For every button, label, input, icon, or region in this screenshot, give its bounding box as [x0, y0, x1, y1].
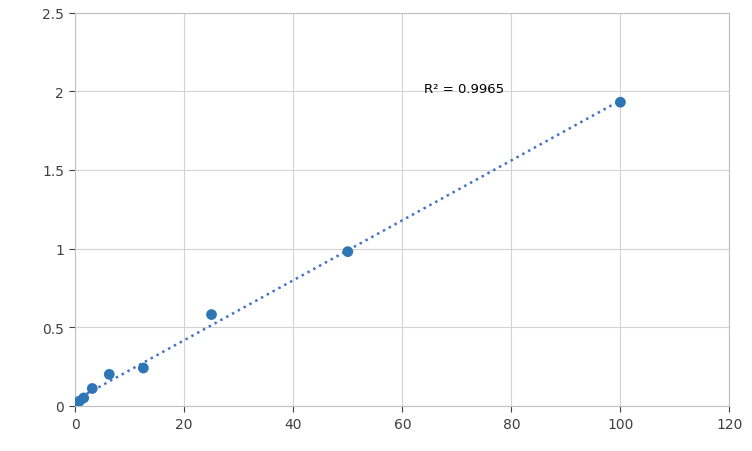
Point — [69, 402, 81, 410]
Point — [74, 398, 86, 405]
Point — [614, 99, 626, 106]
Text: R² = 0.9965: R² = 0.9965 — [424, 83, 505, 95]
Point — [103, 371, 115, 378]
Point — [205, 311, 217, 318]
Point — [138, 364, 150, 372]
Point — [341, 249, 353, 256]
Point — [77, 395, 89, 402]
Point — [86, 385, 99, 392]
